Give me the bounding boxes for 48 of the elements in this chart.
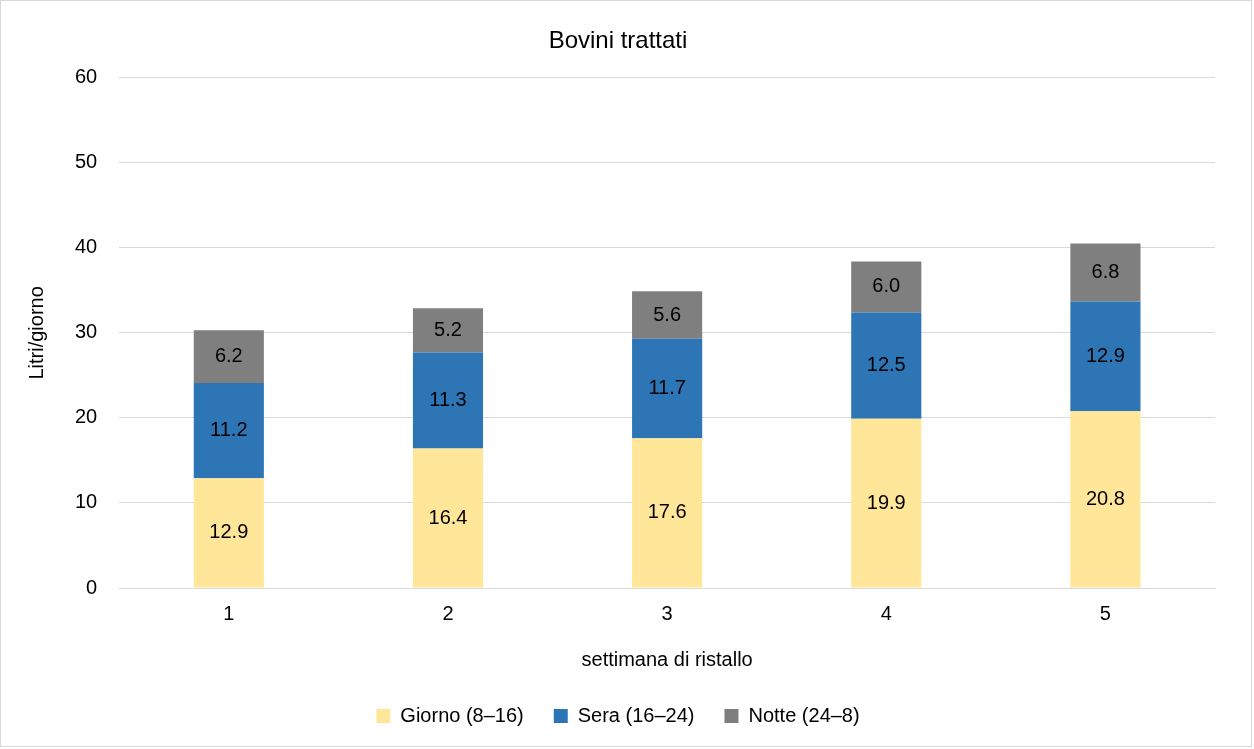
y-tick-label: 20	[75, 405, 98, 428]
data-label: 17.6	[647, 500, 687, 523]
x-tick-label: 5	[1099, 601, 1111, 624]
bar	[1070, 243, 1141, 302]
data-label: 12.9	[1085, 343, 1125, 366]
y-tick-label: 10	[75, 490, 98, 513]
data-label: 6.2	[214, 344, 243, 367]
bar	[851, 312, 922, 419]
x-axis-title: settimana di ristallo	[581, 647, 753, 670]
y-tick-label: 0	[86, 575, 98, 598]
data-label: 5.2	[434, 317, 462, 340]
bar	[193, 330, 264, 384]
bar	[193, 478, 264, 588]
data-label: 12.9	[209, 520, 249, 543]
data-label: 6.8	[1091, 260, 1120, 283]
legend-label: Sera (16–24)	[577, 703, 695, 726]
bar	[412, 308, 484, 353]
bar	[632, 291, 703, 339]
bar	[632, 438, 703, 588]
bar	[412, 448, 484, 588]
chart-title: Bovini trattati	[548, 26, 688, 54]
data-label: 16.4	[428, 505, 468, 528]
x-tick-label: 3	[661, 601, 673, 624]
data-label: 5.6	[653, 302, 682, 325]
y-tick-label: 60	[75, 65, 98, 88]
x-tick-label: 2	[442, 601, 454, 624]
bar	[851, 418, 922, 588]
bar	[1070, 301, 1141, 412]
y-tick-label: 50	[75, 150, 98, 173]
bar	[1070, 411, 1141, 588]
y-tick-label: 30	[75, 320, 98, 343]
data-label: 6.0	[872, 274, 901, 297]
data-label: 12.5	[866, 353, 906, 376]
x-tick-label: 1	[223, 601, 235, 624]
y-axis-title: Litri/giorno	[24, 286, 47, 380]
data-label: 20.8	[1085, 486, 1125, 509]
data-label: 11.7	[648, 376, 686, 399]
bar	[851, 261, 922, 313]
y-tick-label: 40	[75, 235, 98, 258]
bar	[193, 383, 264, 479]
bar	[412, 352, 484, 449]
data-label: 11.3	[429, 388, 467, 411]
data-label: 11.2	[210, 418, 248, 441]
legend-label: Notte (24–8)	[748, 703, 860, 726]
x-tick-label: 4	[880, 601, 892, 624]
data-label: 19.9	[866, 490, 906, 513]
legend-label: Giorno (8–16)	[400, 703, 524, 726]
bar	[632, 338, 703, 439]
